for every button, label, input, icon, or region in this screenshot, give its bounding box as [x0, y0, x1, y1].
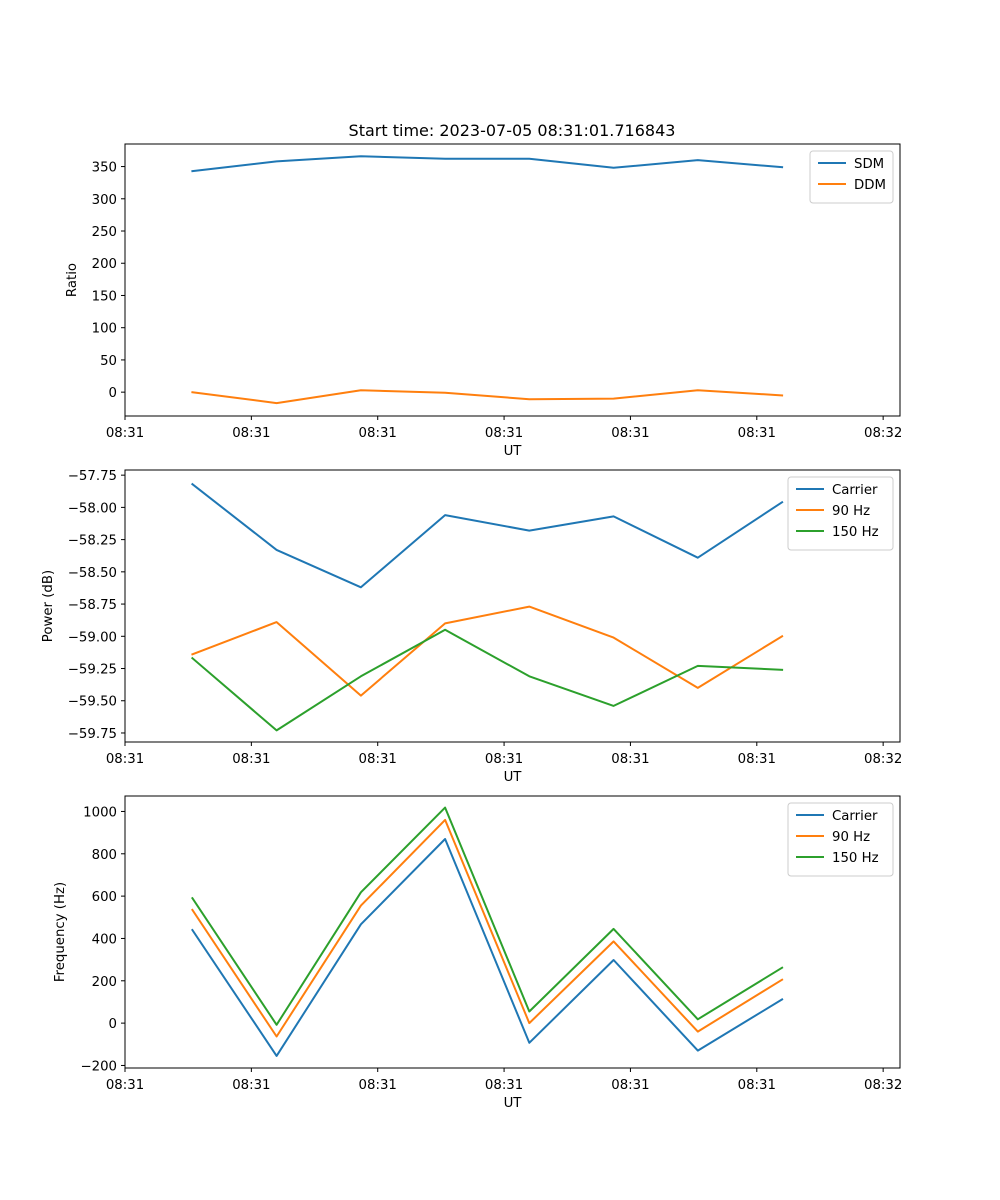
chart1-y-axis-label: Ratio	[65, 263, 80, 297]
chart2-y-tick-label: −58.50	[68, 566, 117, 581]
chart2-series-90-hz-line	[191, 605, 784, 697]
chart1-y-tick-label: 150	[92, 289, 117, 304]
chart2-legend-label: 90 Hz	[832, 504, 870, 519]
chart3-y-axis-label: Frequency (Hz)	[53, 882, 68, 982]
chart1-x-tick-label: 08:32	[864, 426, 902, 441]
chart2-y-tick-label: −58.00	[68, 501, 117, 516]
chart3-x-tick-label: 08:31	[106, 1078, 144, 1093]
chart2-legend-label: Carrier	[832, 483, 878, 498]
chart2-x-axis-label: UT	[504, 770, 523, 785]
chart1-x-tick-label: 08:31	[738, 426, 776, 441]
chart1-legend-label: SDM	[854, 157, 884, 172]
chart3-x-tick-label: 08:32	[864, 1078, 902, 1093]
chart1-series-ddm-line	[191, 389, 784, 405]
chart2-x-tick-label: 08:31	[738, 752, 776, 767]
chart1-y-tick-label: 350	[92, 161, 117, 176]
chart1-legend-label: DDM	[854, 178, 886, 193]
figure-title: Start time: 2023-07-05 08:31:01.716843	[349, 121, 676, 140]
chart2-y-tick-label: −59.25	[68, 663, 117, 678]
chart3-y-tick-label: 600	[92, 890, 117, 905]
chart3-legend-label: 150 Hz	[832, 851, 879, 866]
chart2-legend-label: 150 Hz	[832, 525, 879, 540]
chart2-y-tick-label: −58.75	[68, 598, 117, 613]
chart1-x-tick-label: 08:31	[232, 426, 270, 441]
chart3-legend-label: 90 Hz	[832, 830, 870, 845]
chart3-legend-label: Carrier	[832, 809, 878, 824]
chart2-series-carrier-line	[190, 482, 784, 589]
chart3-x-axis-label: UT	[504, 1096, 523, 1111]
chart1-x-axis-label: UT	[504, 444, 523, 459]
chart2-y-tick-label: −58.25	[68, 534, 117, 549]
chart2-y-tick-label: −59.00	[68, 630, 117, 645]
chart3-x-tick-label: 08:31	[611, 1078, 649, 1093]
chart3-y-tick-label: 0	[109, 1017, 117, 1032]
chart1-y-tick-label: 300	[92, 193, 117, 208]
chart1-series-sdm-line	[191, 155, 784, 173]
chart2-x-tick-label: 08:31	[359, 752, 397, 767]
chart2-series-150-hz-line	[190, 628, 784, 732]
chart1-y-tick-label: 100	[92, 322, 117, 337]
chart3-plot-area	[124, 795, 901, 1069]
chart3-y-tick-label: 400	[92, 932, 117, 947]
chart1-x-tick-label: 08:31	[106, 426, 144, 441]
chart2-y-axis-label: Power (dB)	[41, 570, 56, 642]
chart1-y-tick-label: 50	[100, 354, 117, 369]
chart2-x-tick-label: 08:31	[611, 752, 649, 767]
chart2-x-tick-label: 08:31	[106, 752, 144, 767]
chart3-y-tick-label: −200	[80, 1059, 117, 1074]
chart2-x-tick-label: 08:32	[864, 752, 902, 767]
chart1-x-tick-label: 08:31	[611, 426, 649, 441]
chart3-x-tick-label: 08:31	[485, 1078, 523, 1093]
chart3-x-tick-label: 08:31	[359, 1078, 397, 1093]
chart3-y-tick-label: 800	[92, 848, 117, 863]
chart2-x-tick-label: 08:31	[485, 752, 523, 767]
chart3-y-tick-label: 1000	[83, 805, 117, 820]
chart3-series-90-hz-line	[191, 818, 784, 1038]
chart3-y-tick-label: 200	[92, 975, 117, 990]
chart2-plot-area	[124, 469, 901, 743]
chart3-x-tick-label: 08:31	[232, 1078, 270, 1093]
chart2-x-tick-label: 08:31	[232, 752, 270, 767]
chart3-x-tick-label: 08:31	[738, 1078, 776, 1093]
chart1-y-tick-label: 200	[92, 257, 117, 272]
chart2-y-tick-label: −59.75	[68, 727, 117, 742]
chart2-y-tick-label: −57.75	[68, 469, 117, 484]
chart1-y-tick-label: 250	[92, 225, 117, 240]
chart1-x-tick-label: 08:31	[485, 426, 523, 441]
chart1-x-tick-label: 08:31	[359, 426, 397, 441]
chart1-y-tick-label: 0	[109, 386, 117, 401]
chart3-series-150-hz-line	[191, 806, 784, 1026]
chart3-series-carrier-line	[191, 838, 784, 1057]
chart2-y-tick-label: −59.50	[68, 695, 117, 710]
chart1-plot-area	[124, 143, 901, 417]
